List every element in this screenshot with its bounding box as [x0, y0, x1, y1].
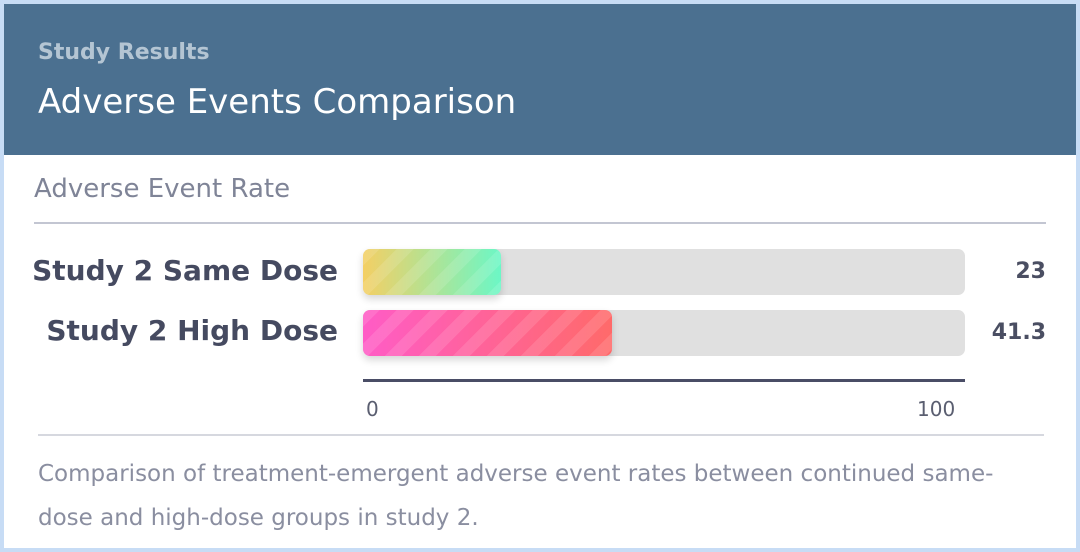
x-axis-line — [363, 379, 965, 382]
chart-caption: Comparison of treatment-emergent adverse… — [38, 461, 994, 531]
bar-label-same-dose: Study 2 Same Dose — [32, 254, 338, 287]
chart-card: Study Results Adverse Events Comparison … — [4, 4, 1076, 548]
bar-track-high-dose — [363, 310, 965, 356]
bar-value-high-dose: 41.3 — [991, 320, 1046, 345]
bar-track-same-dose — [363, 249, 965, 295]
bar-value-same-dose: 23 — [1015, 259, 1046, 284]
page-title: Adverse Events Comparison — [38, 82, 517, 122]
card-header: Study Results Adverse Events Comparison — [4, 4, 1076, 155]
x-tick-min: 0 — [366, 397, 379, 421]
bar-fill-same-dose — [363, 249, 501, 295]
bar-label-high-dose: Study 2 High Dose — [46, 314, 338, 347]
x-tick-max: 100 — [917, 397, 956, 421]
header-eyebrow: Study Results — [38, 40, 210, 65]
divider — [38, 434, 1044, 436]
bar-fill-high-dose — [363, 310, 612, 356]
divider — [34, 222, 1046, 224]
chart-title: Adverse Event Rate — [34, 174, 291, 204]
